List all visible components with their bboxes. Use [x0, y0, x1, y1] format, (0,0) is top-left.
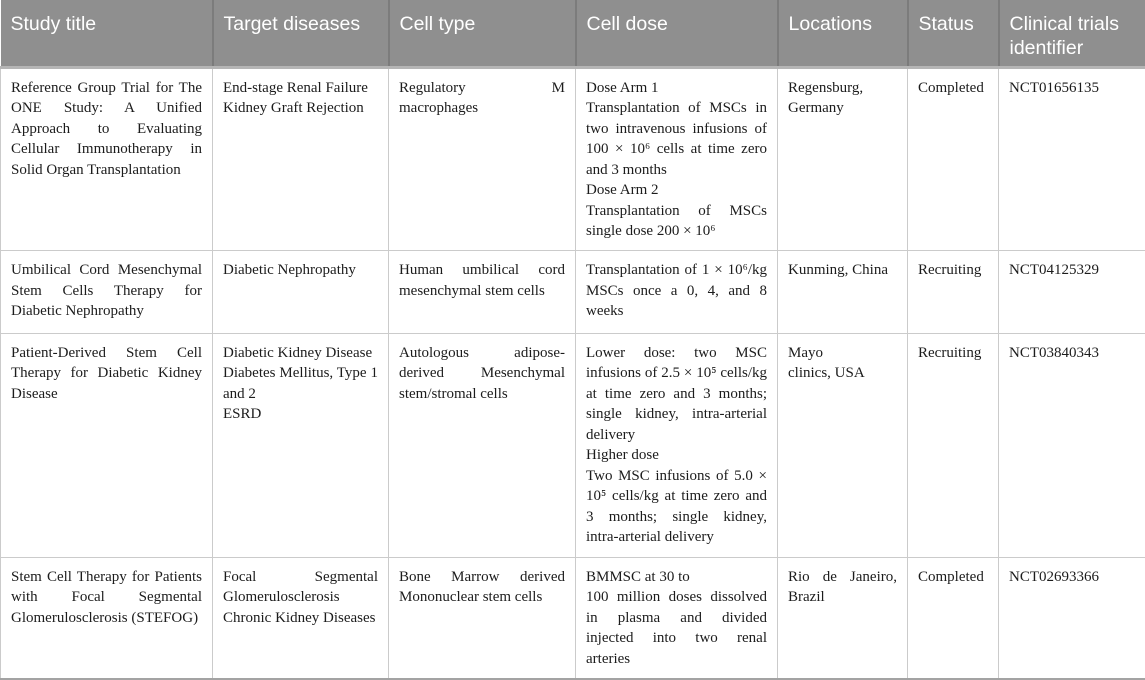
cell-locations: Regensburg, Germany [777, 66, 908, 252]
cell-status: Completed [907, 66, 999, 252]
cell-locations: Mayo clinics, USA [777, 332, 908, 558]
cell-target-diseases: Focal Segmental Glomerulosclerosis Chron… [212, 556, 389, 680]
cell-study-title: Reference Group Trial for The ONE Study:… [0, 66, 213, 252]
header-row: Study title Target diseases Cell type Ce… [0, 0, 1145, 69]
cell-locations: Rio de Janeiro, Brazil [777, 556, 908, 680]
cell-clinical-trials-identifier: NCT04125329 [998, 250, 1145, 334]
cell-study-title: Stem Cell Therapy for Patients with Foca… [0, 556, 213, 680]
column-header-clinical-trials-identifier: Clinical trials identifier [997, 0, 1145, 69]
table-row: Reference Group Trial for The ONE Study:… [0, 66, 1145, 252]
cell-study-title: Umbilical Cord Mesenchymal Stem Cells Th… [0, 250, 213, 334]
column-header-target-diseases: Target diseases [211, 0, 389, 69]
cell-status: Recruiting [907, 332, 999, 558]
cell-cell-type: Autologous adipose-derived Mesenchymal s… [388, 332, 576, 558]
cell-clinical-trials-identifier: NCT01656135 [998, 66, 1145, 252]
table-body: Reference Group Trial for The ONE Study:… [0, 66, 1145, 680]
cell-clinical-trials-identifier: NCT02693366 [998, 556, 1145, 680]
column-header-cell-type: Cell type [387, 0, 576, 69]
table-row: Umbilical Cord Mesenchymal Stem Cells Th… [0, 250, 1145, 334]
cell-cell-type: Regulatory M macrophages [388, 66, 576, 252]
column-header-study-title: Study title [0, 0, 213, 69]
table-header: Study title Target diseases Cell type Ce… [0, 0, 1145, 69]
column-header-cell-dose: Cell dose [574, 0, 778, 69]
cell-target-diseases: Diabetic Kidney Disease Diabetes Mellitu… [212, 332, 389, 558]
cell-target-diseases: Diabetic Nephropathy [212, 250, 389, 334]
table-row: Stem Cell Therapy for Patients with Foca… [0, 556, 1145, 680]
cell-clinical-trials-identifier: NCT03840343 [998, 332, 1145, 558]
cell-status: Completed [907, 556, 999, 680]
cell-cell-dose: Dose Arm 1 Transplantation of MSCs in tw… [575, 66, 778, 252]
cell-cell-type: Human umbilical cord mesenchymal stem ce… [388, 250, 576, 334]
cell-cell-type: Bone Marrow derived Mononuclear stem cel… [388, 556, 576, 680]
column-header-locations: Locations [776, 0, 908, 69]
table-row: Patient-Derived Stem Cell Therapy for Di… [0, 332, 1145, 558]
cell-study-title: Patient-Derived Stem Cell Therapy for Di… [0, 332, 213, 558]
cell-cell-dose: Lower dose: two MSC infusions of 2.5 × 1… [575, 332, 778, 558]
cell-status: Recruiting [907, 250, 999, 334]
cell-target-diseases: End-stage Renal Failure Kidney Graft Rej… [212, 66, 389, 252]
column-header-status: Status [906, 0, 999, 69]
cell-cell-dose: BMMSC at 30 to 100 million doses dissolv… [575, 556, 778, 680]
cell-locations: Kunming, China [777, 250, 908, 334]
cell-cell-dose: Transplantation of 1 × 10⁶/kg MSCs once … [575, 250, 778, 334]
